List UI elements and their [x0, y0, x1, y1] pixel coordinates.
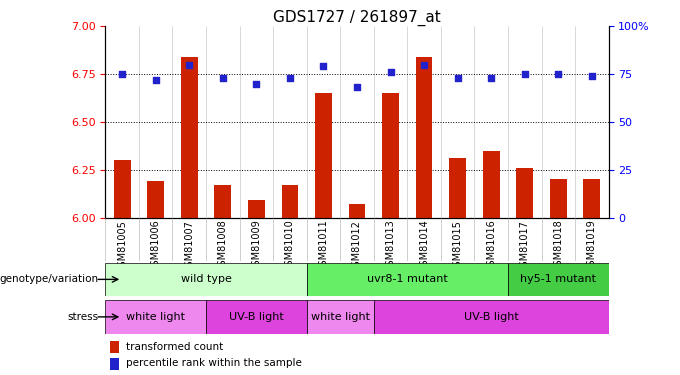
Point — [452, 75, 463, 81]
Text: GSM81016: GSM81016 — [486, 220, 496, 272]
Bar — [206, 300, 307, 334]
Text: genotype/variation: genotype/variation — [0, 274, 99, 284]
Bar — [248, 200, 265, 217]
Bar — [105, 300, 206, 334]
Text: GSM81011: GSM81011 — [318, 220, 328, 272]
Point — [184, 62, 194, 68]
Text: GSM81005: GSM81005 — [117, 220, 127, 273]
Text: GSM81010: GSM81010 — [285, 220, 295, 272]
Bar — [449, 158, 466, 218]
Text: stress: stress — [67, 312, 99, 322]
Bar — [483, 151, 500, 217]
Text: transformed count: transformed count — [126, 342, 223, 352]
Text: uvr8-1 mutant: uvr8-1 mutant — [367, 274, 447, 284]
Text: UV-B light: UV-B light — [464, 312, 519, 322]
Text: white light: white light — [311, 312, 370, 322]
Point — [218, 75, 228, 81]
Text: white light: white light — [126, 312, 185, 322]
Bar — [415, 57, 432, 217]
Point — [385, 69, 396, 75]
Bar — [181, 57, 198, 217]
Point — [251, 81, 262, 87]
Point — [553, 71, 564, 77]
Text: GSM81006: GSM81006 — [151, 220, 160, 272]
Bar — [550, 179, 566, 218]
Point — [486, 75, 496, 81]
Bar — [282, 185, 299, 218]
Point — [419, 62, 430, 68]
Point — [352, 84, 362, 90]
Text: GSM81019: GSM81019 — [587, 220, 597, 272]
Point — [318, 63, 329, 69]
Bar — [374, 300, 609, 334]
Bar — [307, 300, 374, 334]
Bar — [382, 93, 399, 218]
Text: wild type: wild type — [181, 274, 231, 284]
Point — [520, 71, 530, 77]
Title: GDS1727 / 261897_at: GDS1727 / 261897_at — [273, 10, 441, 26]
Text: GSM81009: GSM81009 — [252, 220, 261, 272]
Point — [284, 75, 295, 81]
Text: GSM81013: GSM81013 — [386, 220, 396, 272]
Text: GSM81012: GSM81012 — [352, 220, 362, 273]
Bar — [508, 262, 609, 296]
Bar — [214, 185, 231, 218]
Point — [117, 71, 128, 77]
Text: GSM81015: GSM81015 — [453, 220, 462, 273]
Text: percentile rank within the sample: percentile rank within the sample — [126, 358, 301, 369]
Bar — [583, 179, 600, 218]
Bar — [110, 341, 120, 352]
Text: hy5-1 mutant: hy5-1 mutant — [520, 274, 596, 284]
Point — [586, 73, 597, 79]
Text: GSM81007: GSM81007 — [184, 220, 194, 273]
Bar — [307, 262, 508, 296]
Bar — [315, 93, 332, 218]
Text: GSM81014: GSM81014 — [419, 220, 429, 272]
Bar — [114, 160, 131, 218]
Bar — [105, 262, 307, 296]
Bar — [349, 204, 365, 218]
Bar — [148, 181, 164, 218]
Bar — [516, 168, 533, 217]
Text: UV-B light: UV-B light — [229, 312, 284, 322]
Text: GSM81017: GSM81017 — [520, 220, 530, 273]
Text: GSM81018: GSM81018 — [554, 220, 563, 272]
Bar — [110, 358, 120, 370]
Point — [150, 77, 161, 83]
Text: GSM81008: GSM81008 — [218, 220, 228, 272]
